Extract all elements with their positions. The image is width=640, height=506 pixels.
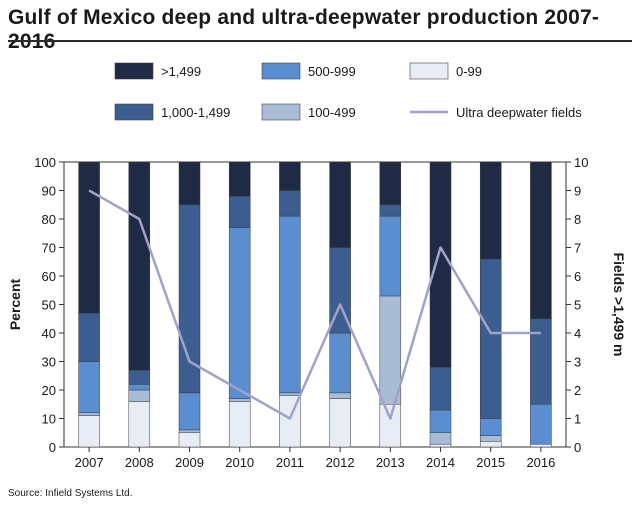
bar-segment <box>479 435 502 442</box>
y-tick-label: 10 <box>42 412 56 427</box>
x-tick-label: 2012 <box>326 455 355 470</box>
bar-segment <box>128 369 151 385</box>
legend-label: 100-499 <box>308 105 356 120</box>
bar-segment <box>329 398 351 448</box>
y-tick-label: 60 <box>42 269 56 284</box>
y2-tick-label: 0 <box>574 440 581 455</box>
bar-segment <box>279 392 301 396</box>
y-tick-label: 100 <box>34 155 56 170</box>
bar-segment <box>479 441 502 448</box>
x-tick-label: 2009 <box>175 455 204 470</box>
bar-segment <box>479 258 502 419</box>
bar-segment <box>429 161 452 368</box>
title-divider <box>8 40 632 42</box>
bar-segment <box>429 409 452 434</box>
y2-tick-label: 7 <box>574 241 581 256</box>
y2-tick-label: 1 <box>574 412 581 427</box>
y2-tick-label: 10 <box>574 155 588 170</box>
y2-tick-label: 3 <box>574 355 581 370</box>
legend-label: >1,499 <box>161 64 201 79</box>
bar-segment <box>78 415 100 448</box>
bar-segment <box>178 392 201 431</box>
legend-label: 0-99 <box>456 64 482 79</box>
bar-segment <box>329 392 351 399</box>
y2-tick-label: 4 <box>574 326 581 341</box>
ultra-deepwater-line <box>88 189 541 420</box>
x-tick-label: 2008 <box>125 455 154 470</box>
x-tick-label: 2013 <box>376 455 405 470</box>
bar-segment <box>329 161 351 248</box>
y2-tick-label: 9 <box>574 184 581 199</box>
bar-segment <box>228 227 251 399</box>
bar-segment <box>228 398 251 402</box>
bar-segment <box>228 195 251 228</box>
bar-segment <box>178 429 201 433</box>
bar-segment <box>479 161 502 260</box>
x-tick-label: 2010 <box>225 455 254 470</box>
bar-segment <box>279 215 301 394</box>
legend-swatch <box>114 62 154 80</box>
y-tick-label: 20 <box>42 383 56 398</box>
y-tick-label: 70 <box>42 241 56 256</box>
bar-segment <box>279 161 301 191</box>
y-tick-label: 30 <box>42 355 56 370</box>
bar-segment <box>530 443 552 448</box>
bar-segment <box>479 418 502 436</box>
x-tick-label: 2014 <box>426 455 455 470</box>
bar-segment <box>228 161 251 197</box>
x-tick-label: 2011 <box>276 455 304 470</box>
y-axis-title: Percent <box>7 278 23 330</box>
y2-tick-label: 2 <box>574 383 581 398</box>
legend-label: 1,000-1,499 <box>161 105 230 120</box>
bar-segment <box>530 318 552 405</box>
bar-segment <box>78 412 100 416</box>
bar-segment <box>78 161 100 314</box>
bar-segment <box>379 204 402 217</box>
y-tick-label: 50 <box>42 298 56 313</box>
x-tick-label: 2007 <box>75 455 104 470</box>
bar-segment <box>429 443 452 448</box>
source-note: Source: Infield Systems Ltd. <box>8 488 133 499</box>
bar-segment <box>329 332 351 394</box>
bar-segment <box>178 432 201 448</box>
bar-segment <box>429 366 452 411</box>
bar-segment <box>78 312 100 362</box>
bar-segment <box>379 404 402 448</box>
bar-segment <box>128 389 151 402</box>
bar-segment <box>530 404 552 445</box>
legend-label: Ultra deepwater fields <box>456 105 582 120</box>
y2-tick-label: 5 <box>574 298 581 313</box>
bar-segment <box>530 161 552 319</box>
bar-segment <box>379 215 402 297</box>
x-tick-label: 2015 <box>476 455 505 470</box>
bar-segment <box>128 384 151 391</box>
legend-swatch <box>261 62 301 80</box>
bar-segment <box>128 161 151 371</box>
y2-axis-title: Fields >1,499 m <box>611 253 627 357</box>
bar-segment <box>379 295 402 405</box>
bar-segment <box>228 401 251 448</box>
legend-swatch <box>261 103 301 121</box>
legend-label: 500-999 <box>308 64 356 79</box>
y2-tick-label: 6 <box>574 269 581 284</box>
bar-segment <box>128 401 151 448</box>
bar-segment <box>429 432 452 445</box>
legend-swatch <box>114 103 154 121</box>
x-tick-label: 2016 <box>526 455 555 470</box>
y-tick-label: 0 <box>49 440 56 455</box>
y-tick-label: 90 <box>42 184 56 199</box>
bar-segment <box>78 361 100 414</box>
y-tick-label: 80 <box>42 212 56 227</box>
y2-tick-label: 8 <box>574 212 581 227</box>
bar-segment <box>178 161 201 205</box>
bar-segment <box>279 190 301 217</box>
y-tick-label: 40 <box>42 326 56 341</box>
legend-swatch <box>409 62 449 80</box>
bar-segment <box>379 161 402 205</box>
